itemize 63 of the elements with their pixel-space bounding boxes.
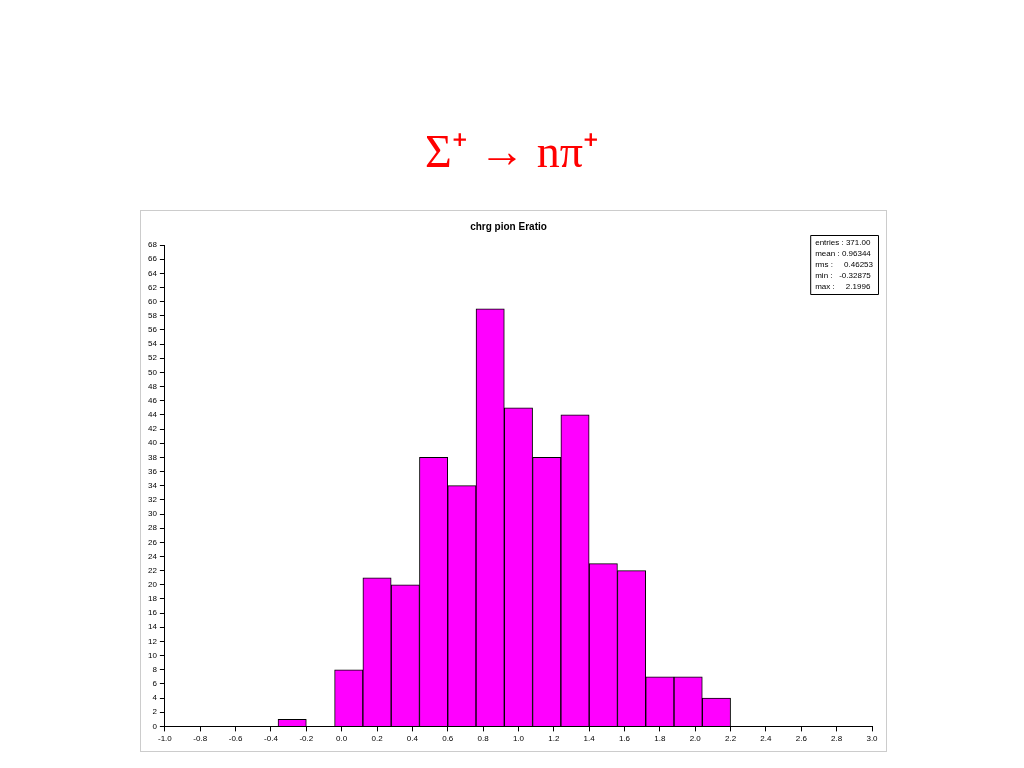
- annotation: mean : 0.96344: [815, 248, 872, 258]
- x-tick-label: -0.6: [228, 734, 244, 744]
- x-tick-label: -0.4: [264, 734, 279, 744]
- y-tick-label: 50: [147, 367, 158, 377]
- y-tick-label: 46: [147, 395, 158, 405]
- y-tick-label: 48: [147, 381, 158, 391]
- y-tick-label: 38: [147, 452, 158, 462]
- x-tick-label: 0.0: [336, 734, 348, 744]
- y-tick-label: 44: [147, 410, 158, 420]
- x-tick-label: 1.6: [618, 734, 631, 744]
- x-tick-label: 0.8: [477, 734, 490, 744]
- y-tick-label: 26: [147, 537, 158, 547]
- y-tick-label: 18: [147, 594, 158, 604]
- y-tick-label: 42: [147, 424, 158, 434]
- y-tick-label: 6: [152, 679, 158, 689]
- y-tick-label: 68: [147, 240, 158, 250]
- y-tick-label: 28: [147, 523, 158, 533]
- x-tick-label: -0.8: [193, 734, 208, 744]
- y-tick-label: 52: [147, 353, 158, 363]
- x-tick-label: 2.8: [831, 734, 843, 744]
- x-tick-label: 3.0: [866, 734, 879, 744]
- y-tick-label: 22: [147, 565, 158, 575]
- x-tick-label: 0.4: [406, 734, 419, 744]
- x-tick-label: -0.2: [299, 734, 314, 744]
- y-tick-label: 36: [147, 466, 158, 476]
- y-tick-label: 58: [147, 311, 158, 320]
- x-tick-label: 0.6: [442, 734, 454, 744]
- y-tick-label: 14: [147, 622, 158, 632]
- x-tick-label: 1.2: [548, 734, 560, 744]
- y-tick-label: 16: [147, 608, 158, 618]
- annotation: min : -0.32875: [815, 270, 872, 280]
- y-tick-label: 40: [147, 438, 158, 448]
- x-tick-label: 1.0: [512, 734, 525, 744]
- y-tick-label: 8: [152, 664, 158, 674]
- x-tick-label: 0.2: [371, 734, 384, 744]
- y-tick-label: 0: [152, 721, 158, 731]
- y-tick-label: 30: [147, 509, 158, 519]
- chart-subtitle: chrg pion Eratio: [470, 220, 547, 232]
- x-tick-label: 2.2: [725, 734, 737, 744]
- chart-title: Σ⁺ → nπ⁺: [424, 125, 600, 179]
- y-tick-label: 60: [147, 296, 158, 306]
- y-tick-label: 62: [147, 282, 158, 292]
- y-tick-label: 2: [152, 707, 158, 717]
- x-tick-label: -1.0: [158, 734, 173, 744]
- y-tick-label: 54: [147, 339, 158, 349]
- x-tick-label: 2.6: [795, 734, 808, 744]
- y-tick-label: 24: [147, 551, 158, 561]
- y-tick-label: 64: [147, 268, 158, 278]
- x-tick-label: 2.0: [689, 734, 702, 744]
- y-tick-label: 32: [147, 495, 158, 505]
- y-tick-label: 4: [152, 693, 158, 703]
- annotation: rms : 0.46253: [815, 259, 874, 269]
- x-tick-label: 1.8: [654, 734, 666, 744]
- annotation: entries : 371.00: [815, 237, 871, 247]
- y-tick-label: 66: [147, 254, 158, 264]
- y-tick-label: 20: [147, 580, 158, 590]
- y-tick-label: 10: [147, 650, 158, 660]
- annotation: max : 2.1996: [815, 281, 871, 291]
- y-tick-label: 12: [147, 636, 158, 646]
- x-tick-label: 1.4: [583, 734, 596, 744]
- x-tick-label: 2.4: [760, 734, 773, 744]
- y-tick-label: 56: [147, 325, 158, 335]
- y-tick-label: 34: [147, 480, 158, 490]
